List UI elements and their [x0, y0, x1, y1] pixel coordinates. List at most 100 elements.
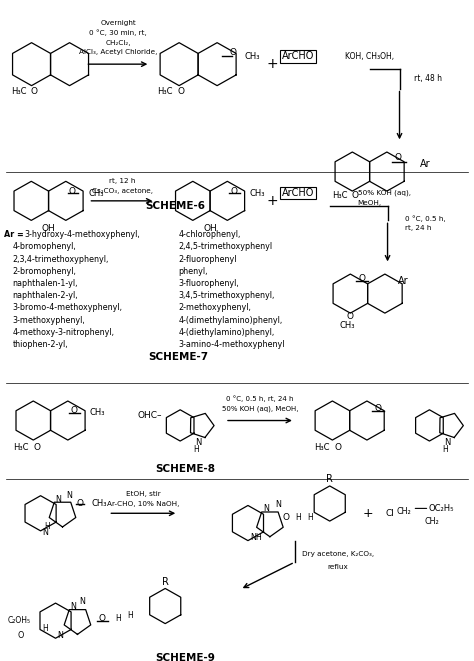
Text: O: O	[230, 186, 237, 196]
Text: H: H	[443, 446, 448, 454]
Text: ArCHO: ArCHO	[282, 188, 314, 198]
Text: OC₂H₅: OC₂H₅	[428, 504, 454, 513]
Text: CH₂Cl₂,: CH₂Cl₂,	[106, 40, 131, 46]
Text: O: O	[394, 153, 401, 163]
Text: N: N	[444, 438, 451, 447]
Text: NH: NH	[250, 533, 262, 542]
Text: reflux: reflux	[328, 564, 348, 570]
Text: O: O	[352, 192, 359, 200]
Text: SCHEME-7: SCHEME-7	[148, 352, 208, 362]
Text: Ar: Ar	[419, 159, 430, 169]
Text: 2,3,4-trimethoxyphenyl,: 2,3,4-trimethoxyphenyl,	[13, 254, 109, 264]
Text: naphthalen-1-yl,: naphthalen-1-yl,	[13, 279, 78, 288]
Text: Ar =: Ar =	[4, 230, 23, 239]
Text: C₂OH₅: C₂OH₅	[8, 616, 31, 625]
Text: ArCHO: ArCHO	[282, 52, 314, 61]
Text: 2-methoxyphenyl,: 2-methoxyphenyl,	[178, 303, 251, 313]
Text: H: H	[193, 446, 199, 454]
Text: O: O	[71, 407, 78, 415]
Text: 2-fluorophenyl: 2-fluorophenyl	[178, 254, 237, 264]
Text: H₃C: H₃C	[11, 87, 27, 96]
Text: SCHEME-6: SCHEME-6	[145, 201, 205, 211]
Text: 0 °C, 30 min, rt,: 0 °C, 30 min, rt,	[90, 30, 147, 36]
Text: 4-(dimethylamino)phenyl,: 4-(dimethylamino)phenyl,	[178, 315, 283, 325]
Text: O: O	[69, 186, 76, 196]
Text: H: H	[45, 522, 50, 531]
Text: H₃C: H₃C	[332, 192, 347, 200]
Text: 3-amino-4-methoxyphenyl: 3-amino-4-methoxyphenyl	[178, 340, 285, 349]
Text: rt, 24 h: rt, 24 h	[404, 225, 431, 231]
Text: O: O	[374, 405, 381, 413]
Text: Cs₂CO₃, acetone,: Cs₂CO₃, acetone,	[92, 188, 153, 194]
Text: O: O	[99, 614, 106, 623]
Text: H: H	[128, 611, 133, 620]
Text: rt, 48 h: rt, 48 h	[414, 74, 442, 83]
Text: 3-methoxyphenyl,: 3-methoxyphenyl,	[13, 315, 85, 325]
Text: Ar-CHO, 10% NaOH,: Ar-CHO, 10% NaOH,	[107, 500, 180, 506]
Text: CH₂: CH₂	[396, 507, 411, 516]
Text: N: N	[275, 500, 281, 509]
Text: rt, 12 h: rt, 12 h	[109, 178, 136, 184]
Text: H: H	[295, 513, 301, 522]
Text: SCHEME-8: SCHEME-8	[155, 464, 215, 475]
Text: H: H	[43, 624, 48, 633]
Text: Overnight: Overnight	[100, 20, 136, 26]
Text: O: O	[34, 444, 41, 452]
Text: EtOH, stir: EtOH, stir	[126, 490, 161, 497]
Text: 2,4,5-trimethoxyphenyl: 2,4,5-trimethoxyphenyl	[178, 243, 272, 251]
Text: 50% KOH (aq), MeOH,: 50% KOH (aq), MeOH,	[222, 406, 298, 412]
Text: OHC–: OHC–	[138, 411, 162, 420]
Text: O: O	[177, 87, 184, 96]
Text: 4-methoxy-3-nitrophenyl,: 4-methoxy-3-nitrophenyl,	[13, 328, 115, 336]
Text: AlCl₃, Acetyl Chloride,: AlCl₃, Acetyl Chloride,	[79, 50, 157, 56]
Text: naphthalen-2-yl,: naphthalen-2-yl,	[13, 291, 78, 300]
Text: N: N	[71, 602, 76, 611]
Text: O: O	[18, 631, 24, 640]
Text: O: O	[229, 48, 237, 57]
Text: R: R	[162, 576, 169, 586]
Text: SCHEME-9: SCHEME-9	[155, 653, 215, 661]
Text: O: O	[358, 274, 365, 284]
Text: KOH, CH₃OH,: KOH, CH₃OH,	[345, 52, 394, 61]
Text: CH₂: CH₂	[424, 517, 439, 525]
Text: Dry acetone, K₂CO₃,: Dry acetone, K₂CO₃,	[301, 551, 374, 557]
Text: O: O	[346, 311, 353, 321]
Text: thiophen-2-yl,: thiophen-2-yl,	[13, 340, 68, 349]
Text: OH: OH	[42, 223, 55, 233]
Text: H₃C: H₃C	[157, 87, 173, 96]
Text: Ar: Ar	[398, 276, 408, 286]
Text: MeOH,: MeOH,	[358, 200, 382, 206]
Text: R: R	[326, 474, 333, 484]
Text: CH₃: CH₃	[250, 188, 265, 198]
Text: CH₃: CH₃	[90, 408, 105, 417]
Text: CH₃: CH₃	[245, 52, 261, 61]
Text: 2-bromophenyl,: 2-bromophenyl,	[13, 267, 76, 276]
Text: N: N	[263, 504, 269, 513]
Text: Cl: Cl	[385, 509, 394, 518]
Text: +: +	[266, 57, 278, 71]
Text: N: N	[80, 597, 85, 605]
Text: O: O	[283, 513, 289, 522]
Text: 3-bromo-4-methoxyphenyl,: 3-bromo-4-methoxyphenyl,	[13, 303, 123, 313]
Text: CH₃: CH₃	[91, 499, 107, 508]
Text: H: H	[116, 614, 121, 623]
Text: H₃C: H₃C	[314, 444, 329, 452]
Text: N: N	[195, 438, 201, 447]
Text: 0 °C, 0.5 h, rt, 24 h: 0 °C, 0.5 h, rt, 24 h	[226, 396, 294, 403]
Text: +: +	[266, 194, 278, 208]
Text: O: O	[31, 87, 37, 96]
Text: N: N	[43, 528, 48, 537]
Text: H₃C: H₃C	[13, 444, 28, 452]
Text: 50% KOH (aq),: 50% KOH (aq),	[358, 190, 410, 196]
Text: 4-bromophenyl,: 4-bromophenyl,	[13, 243, 76, 251]
Text: O: O	[77, 499, 84, 508]
Text: 3,4,5-trimethoxyphenyl,: 3,4,5-trimethoxyphenyl,	[178, 291, 274, 300]
Text: O: O	[335, 444, 342, 452]
Text: CH₃: CH₃	[340, 321, 356, 330]
Text: 4-(diethylamino)phenyl,: 4-(diethylamino)phenyl,	[178, 328, 274, 336]
Text: +: +	[362, 507, 373, 520]
Text: N: N	[66, 491, 73, 500]
Text: 0 °C, 0.5 h,: 0 °C, 0.5 h,	[404, 215, 445, 222]
Text: 3-fluorophenyl,: 3-fluorophenyl,	[178, 279, 239, 288]
Text: H: H	[307, 513, 313, 522]
